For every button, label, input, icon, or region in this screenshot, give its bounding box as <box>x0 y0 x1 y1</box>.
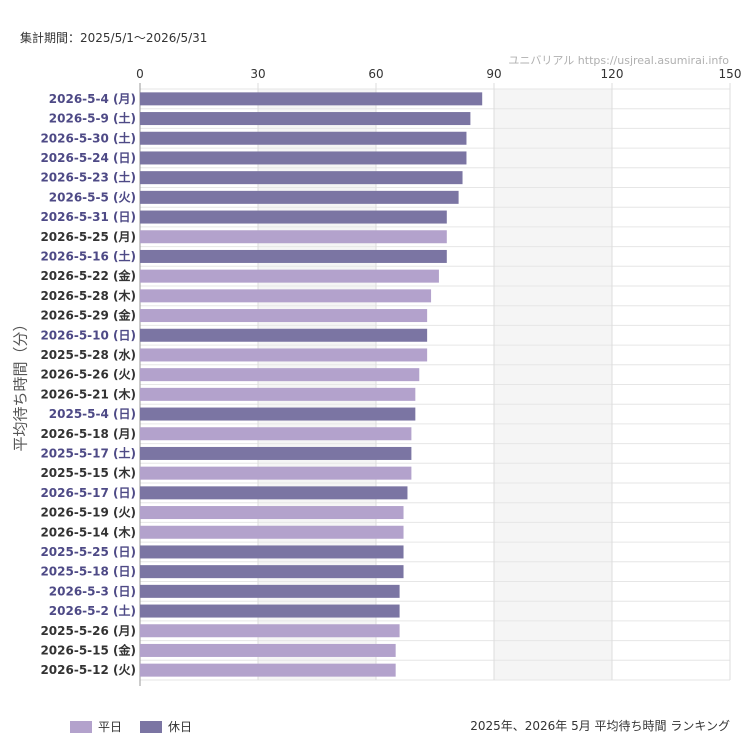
category-label: 2026-5-2 (土) <box>49 603 136 618</box>
category-label: 2026-5-17 (日) <box>40 486 136 500</box>
bar <box>140 112 471 126</box>
category-label: 2025-5-4 (日) <box>49 407 136 421</box>
category-label: 2025-5-28 (水) <box>40 347 136 362</box>
bar <box>140 604 400 618</box>
x-tick-label: 150 <box>719 67 742 81</box>
bar <box>140 466 412 480</box>
bar <box>140 427 412 441</box>
bar <box>140 525 404 539</box>
category-label: 2026-5-18 (月) <box>40 427 136 441</box>
bar <box>140 151 467 165</box>
bar <box>140 506 404 520</box>
category-label: 2026-5-25 (月) <box>40 230 136 244</box>
bar <box>140 210 447 224</box>
x-tick-label: 0 <box>136 67 144 81</box>
bar <box>140 289 432 303</box>
bar <box>140 446 412 460</box>
bar <box>140 407 416 421</box>
category-label: 2026-5-15 (金) <box>40 642 136 657</box>
bar <box>140 368 420 382</box>
category-label: 2026-5-16 (土) <box>40 248 136 263</box>
category-label: 2026-5-5 (火) <box>49 190 136 204</box>
category-label: 2025-5-17 (土) <box>40 445 136 460</box>
category-label: 2026-5-30 (土) <box>40 130 136 145</box>
category-label: 2026-5-9 (土) <box>49 111 136 126</box>
category-label: 2025-5-25 (日) <box>40 545 136 559</box>
bar <box>140 545 404 559</box>
bar <box>140 643 396 657</box>
x-tick-label: 60 <box>368 67 383 81</box>
x-tick-label: 30 <box>250 67 265 81</box>
bar <box>140 387 416 401</box>
legend-label-weekday: 平日 <box>98 720 123 734</box>
legend: 平日 休日 <box>70 718 192 735</box>
category-label: 2026-5-12 (火) <box>40 663 136 677</box>
category-label: 2026-5-24 (日) <box>40 151 136 165</box>
bar <box>140 309 428 323</box>
category-label: 2026-5-21 (木) <box>40 386 136 401</box>
bar <box>140 565 404 579</box>
bar <box>140 92 483 106</box>
legend-item-holiday[interactable]: 休日 <box>140 718 192 735</box>
category-label: 2026-5-10 (日) <box>40 328 136 342</box>
bar <box>140 328 428 342</box>
category-label: 2026-5-22 (金) <box>40 268 136 283</box>
category-label: 2026-5-19 (火) <box>40 506 136 520</box>
legend-swatch-holiday <box>140 720 163 733</box>
bar <box>140 249 447 263</box>
legend-item-weekday[interactable]: 平日 <box>70 718 122 735</box>
bar <box>140 624 400 638</box>
category-label: 2026-5-26 (火) <box>40 368 136 382</box>
period-text: 集計期間：2025/5/1〜2026/5/31 <box>20 31 208 45</box>
bar <box>140 131 467 145</box>
chart-caption: 2025年、2026年 5月 平均待ち時間 ランキング <box>470 719 730 733</box>
bar <box>140 190 459 204</box>
category-label: 2026-5-4 (月) <box>49 92 136 106</box>
bar <box>140 663 396 677</box>
bar <box>140 348 428 362</box>
x-tick-label: 90 <box>486 67 501 81</box>
legend-label-holiday: 休日 <box>168 720 193 734</box>
category-label: 2026-5-3 (日) <box>49 584 136 598</box>
category-label: 2026-5-31 (日) <box>40 210 136 224</box>
bar <box>140 171 463 185</box>
category-label: 2026-5-29 (金) <box>40 308 136 323</box>
legend-swatch-weekday <box>70 720 92 733</box>
bar <box>140 584 400 598</box>
bar <box>140 269 439 283</box>
bar <box>140 230 447 244</box>
category-label: 2025-5-18 (日) <box>40 565 136 579</box>
category-label: 2026-5-28 (木) <box>40 288 136 303</box>
credit-text[interactable]: ユニバリアル https://usjreal.asumirai.info <box>508 54 729 67</box>
category-label: 2025-5-15 (木) <box>40 465 136 480</box>
category-label: 2025-5-26 (月) <box>40 624 136 638</box>
x-tick-label: 120 <box>601 67 624 81</box>
category-label: 2026-5-23 (土) <box>40 170 136 185</box>
category-label: 2026-5-14 (木) <box>40 524 136 539</box>
bar <box>140 486 408 500</box>
